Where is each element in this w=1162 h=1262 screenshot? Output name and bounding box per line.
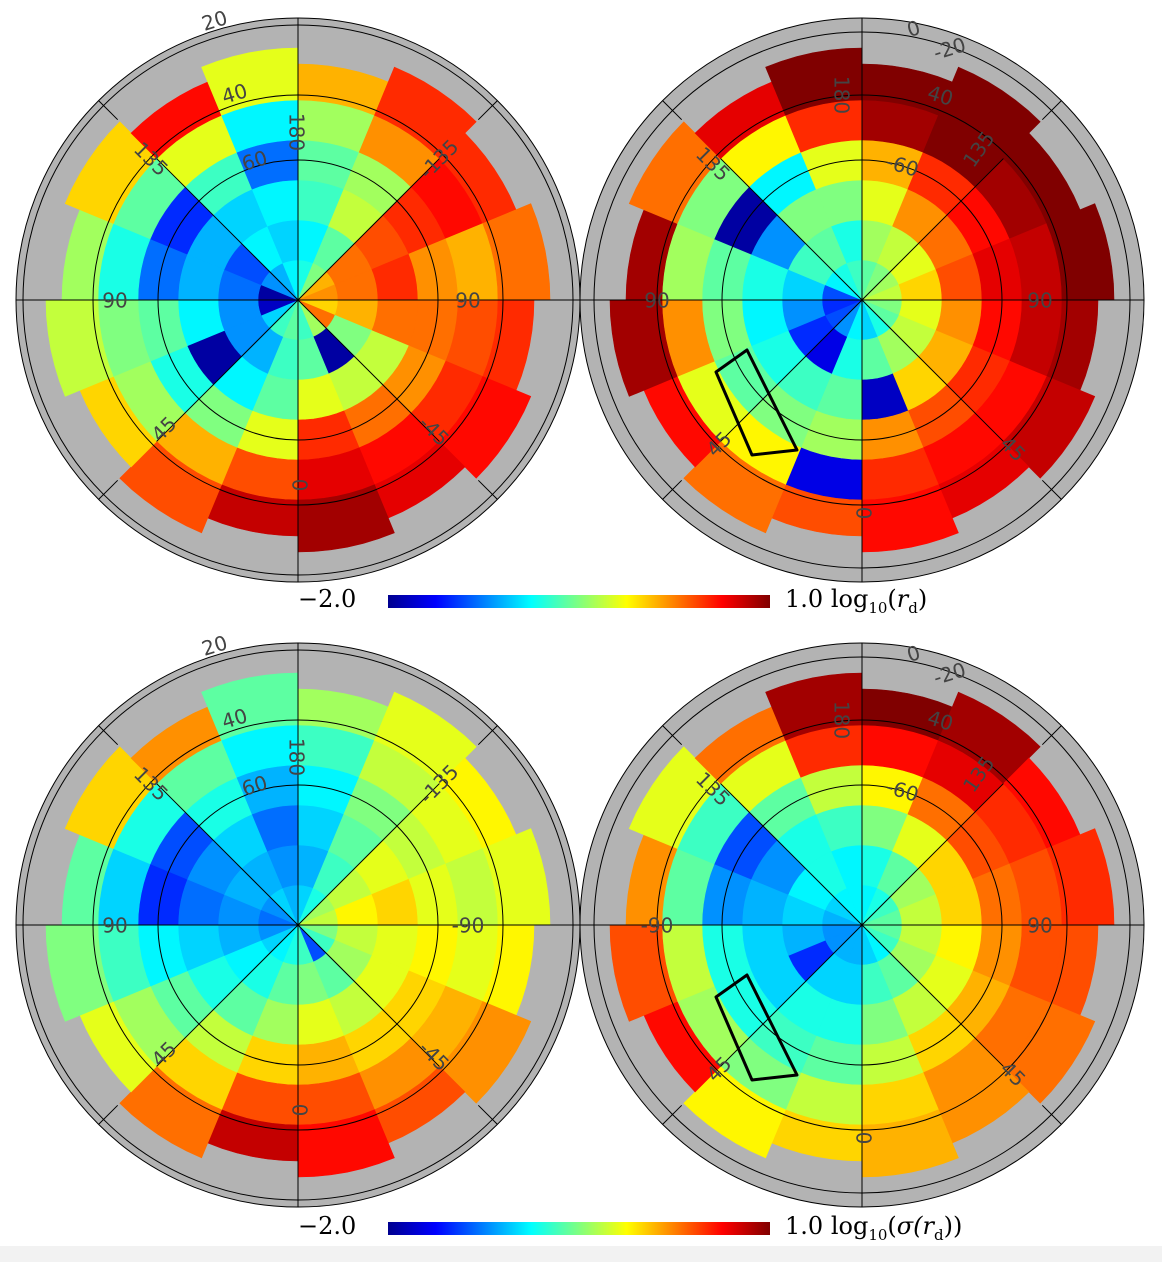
label-var-sub: d bbox=[934, 1225, 944, 1244]
tick-label: 90 bbox=[102, 914, 127, 938]
tick-label: 90 bbox=[644, 289, 669, 313]
tick-label: 180 bbox=[285, 738, 309, 776]
highlight-region-outline bbox=[714, 348, 799, 457]
grid-diagonal bbox=[720, 783, 863, 926]
grid-diagonal bbox=[861, 783, 1004, 926]
grid-diagonal bbox=[297, 299, 440, 442]
tick-label: 180 bbox=[830, 76, 854, 114]
tick-label: 90 bbox=[102, 289, 127, 313]
grid-tick bbox=[98, 100, 119, 121]
grid-tick bbox=[1041, 725, 1062, 746]
tick-label: 180 bbox=[830, 701, 854, 739]
grid-tick bbox=[98, 725, 119, 746]
label-var-sub: d bbox=[908, 598, 918, 617]
grid-tick bbox=[477, 100, 498, 121]
grid-tick bbox=[662, 479, 683, 500]
label-func-sub: 10 bbox=[868, 598, 888, 617]
label-open: ( bbox=[887, 585, 897, 613]
highlight-region-outline bbox=[714, 973, 799, 1082]
colorbar-bottom-max: 1.0 bbox=[785, 1212, 824, 1240]
grid-diagonal bbox=[156, 783, 299, 926]
grid-tick bbox=[98, 479, 119, 500]
label-close: )) bbox=[943, 1212, 963, 1240]
grid-diagonal bbox=[720, 924, 863, 1067]
label-sigma: σ( bbox=[896, 1212, 923, 1240]
tick-label: -90 bbox=[641, 914, 674, 938]
tick-label: -90 bbox=[452, 914, 485, 938]
tick-label: 90 bbox=[1027, 914, 1052, 938]
colorbar-top-label: 1.0 log10(rd) bbox=[785, 585, 927, 617]
grid-tick bbox=[477, 725, 498, 746]
grid-tick bbox=[1041, 479, 1062, 500]
grid-tick bbox=[662, 1104, 683, 1125]
grid-tick bbox=[662, 725, 683, 746]
grid-diagonal bbox=[156, 158, 299, 301]
grid-tick bbox=[98, 1104, 119, 1125]
label-func-sub: 10 bbox=[868, 1225, 888, 1244]
colorbar-bottom-label: 1.0 log10(σ(rd)) bbox=[785, 1212, 962, 1244]
grid-tick bbox=[477, 1104, 498, 1125]
grid-diagonal bbox=[861, 299, 1004, 442]
colorbar-bottom-min: −2.0 bbox=[298, 1212, 357, 1240]
grid-diagonal bbox=[861, 158, 1004, 301]
colorbar-top-max: 1.0 bbox=[785, 585, 824, 613]
grid-diagonal bbox=[720, 299, 863, 442]
grid-diagonal bbox=[297, 783, 440, 926]
grid-diagonal bbox=[297, 924, 440, 1067]
colorbar-top bbox=[388, 595, 770, 608]
colorbar-bottom bbox=[388, 1222, 770, 1235]
tick-label: 0 bbox=[852, 1132, 876, 1145]
grid-diagonal bbox=[297, 158, 440, 301]
tick-label: 0 bbox=[852, 507, 876, 520]
label-func: log bbox=[830, 1212, 869, 1240]
tick-label: 0 bbox=[288, 479, 312, 492]
label-close: ) bbox=[917, 585, 928, 613]
label-open: ( bbox=[887, 1212, 897, 1240]
footer-strip bbox=[0, 1246, 1162, 1262]
grid-diagonal bbox=[720, 158, 863, 301]
label-var: r bbox=[922, 1212, 935, 1240]
label-func: log bbox=[830, 585, 869, 613]
tick-label: 0 bbox=[288, 1104, 312, 1117]
grid-diagonal bbox=[861, 924, 1004, 1067]
tick-label: 180 bbox=[285, 113, 309, 151]
grid-diagonal bbox=[156, 924, 299, 1067]
tick-label: 90 bbox=[1027, 289, 1052, 313]
grid-diagonal bbox=[156, 299, 299, 442]
tick-label: 90 bbox=[455, 289, 480, 313]
grid-tick bbox=[1041, 100, 1062, 121]
colorbar-top-min: −2.0 bbox=[298, 585, 357, 613]
label-var: r bbox=[896, 585, 909, 613]
grid-tick bbox=[477, 479, 498, 500]
grid-tick bbox=[662, 100, 683, 121]
grid-tick bbox=[1041, 1104, 1062, 1125]
